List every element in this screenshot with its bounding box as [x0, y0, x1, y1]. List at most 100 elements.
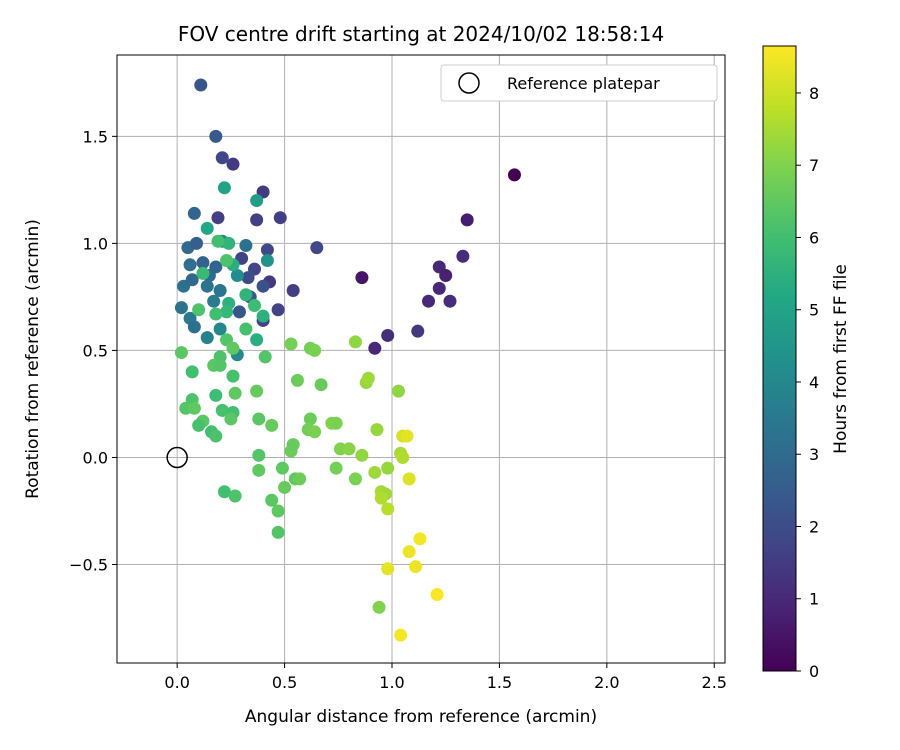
data-point	[226, 369, 240, 383]
data-point	[329, 461, 343, 475]
data-point	[308, 343, 322, 357]
data-point	[443, 294, 457, 308]
data-point	[241, 271, 255, 285]
data-point	[286, 283, 300, 297]
y-tick-label: 1.0	[83, 234, 108, 253]
data-point	[189, 236, 203, 250]
data-point	[232, 305, 246, 319]
data-point	[217, 485, 231, 499]
data-point	[507, 168, 521, 182]
data-point	[348, 472, 362, 486]
data-point	[187, 320, 201, 334]
data-point	[368, 341, 382, 355]
plot-frame	[116, 54, 726, 664]
y-tick-label: 0.5	[83, 341, 108, 360]
data-point	[250, 213, 264, 227]
data-point	[228, 489, 242, 503]
legend-label: Reference platepar	[507, 74, 660, 93]
data-point	[239, 288, 253, 302]
data-point	[230, 269, 244, 283]
data-point	[381, 461, 395, 475]
data-point	[456, 249, 470, 263]
data-point	[250, 333, 264, 347]
x-tick-label: 1.0	[379, 673, 404, 692]
data-point	[342, 442, 356, 456]
data-point	[200, 279, 214, 293]
data-point	[192, 303, 206, 317]
colorbar: 0 1 2 3 4 5 6 7 8 Hours from first FF file	[762, 45, 851, 681]
data-point	[271, 504, 285, 518]
data-point	[252, 412, 266, 426]
colorbar-tick-label: 3	[809, 445, 819, 464]
x-tick-label: 0.5	[272, 673, 297, 692]
y-tick-label: 0.0	[83, 448, 108, 467]
data-point	[252, 448, 266, 462]
data-point	[381, 328, 395, 342]
data-point	[174, 346, 188, 360]
data-point	[372, 600, 386, 614]
data-point	[250, 194, 264, 208]
data-point	[209, 307, 223, 321]
colorbar-tick-label: 2	[809, 517, 819, 536]
data-point	[278, 480, 292, 494]
data-point	[224, 412, 238, 426]
x-tick-label: 0.0	[164, 673, 189, 692]
data-point	[239, 322, 253, 336]
grid-lines	[117, 55, 725, 663]
data-point	[430, 587, 444, 601]
data-point	[271, 525, 285, 539]
data-point	[271, 303, 285, 317]
data-point	[355, 271, 369, 285]
data-point	[185, 273, 199, 287]
data-point	[196, 266, 210, 280]
reference-point-marker	[166, 446, 188, 469]
data-point	[226, 157, 240, 171]
data-points	[174, 78, 521, 642]
data-point	[196, 256, 210, 270]
data-point	[258, 350, 272, 364]
data-point	[247, 298, 261, 312]
colorbar-ticks: 0 1 2 3 4 5 6 7 8	[796, 84, 819, 681]
data-point	[439, 269, 453, 283]
data-point	[250, 384, 264, 398]
data-point	[213, 322, 227, 336]
data-point	[209, 260, 223, 274]
data-point	[209, 429, 223, 443]
data-point	[308, 425, 322, 439]
data-point	[209, 129, 223, 143]
colorbar-tick-label: 1	[809, 590, 819, 609]
data-point	[273, 211, 287, 225]
data-point	[368, 465, 382, 479]
data-point	[402, 545, 416, 559]
colorbar-tick-label: 7	[809, 156, 819, 175]
data-point	[185, 365, 199, 379]
data-point	[256, 279, 270, 293]
data-point	[200, 221, 214, 235]
legend-marker	[458, 72, 480, 94]
x-tick-label: 1.5	[487, 673, 512, 692]
data-point	[211, 211, 225, 225]
data-point	[422, 294, 436, 308]
y-tick-label: −0.5	[69, 556, 108, 575]
colorbar-tick-label: 0	[809, 662, 819, 681]
data-point	[187, 206, 201, 220]
data-point	[220, 254, 234, 268]
data-point	[381, 562, 395, 576]
data-point	[348, 335, 362, 349]
data-point	[209, 388, 223, 402]
data-point	[252, 463, 266, 477]
data-point	[284, 337, 298, 351]
data-point	[207, 294, 221, 308]
data-point	[460, 213, 474, 227]
data-point	[215, 403, 229, 417]
data-point	[391, 384, 405, 398]
data-point	[374, 491, 388, 505]
data-point	[213, 283, 227, 297]
data-point	[400, 429, 414, 443]
data-point	[265, 493, 279, 507]
data-point	[286, 438, 300, 452]
colorbar-label: Hours from first FF file	[831, 264, 851, 454]
data-point	[174, 301, 188, 315]
data-point	[228, 386, 242, 400]
